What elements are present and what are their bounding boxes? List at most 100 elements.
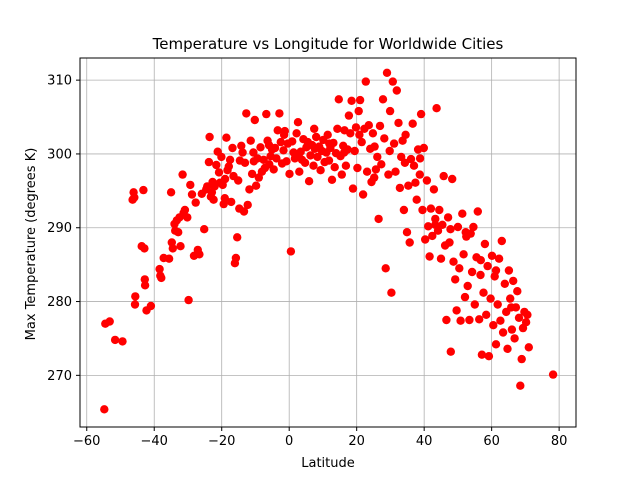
data-point [195,250,204,259]
data-point [483,261,492,271]
data-point [392,86,401,95]
y-tick-label: 280 [47,295,72,310]
data-point [371,165,381,174]
data-point [275,109,284,118]
data-point [341,161,351,170]
data-point [355,95,365,105]
data-point [443,213,453,222]
data-point [316,166,325,175]
data-point [370,142,379,151]
x-tick-label: 80 [551,434,568,449]
data-point [323,130,332,139]
y-axis-ticks: 270 280 290 300 310 [47,74,80,384]
data-point [382,68,392,78]
data-point [310,124,319,133]
data-point [451,275,460,284]
data-point [516,381,525,390]
data-point [491,340,501,349]
data-point [479,288,488,297]
data-point [432,104,441,113]
data-point [340,148,349,157]
data-point [351,123,361,132]
data-point [246,136,255,145]
data-point [279,130,289,139]
data-point [391,167,400,176]
y-tick-label: 310 [47,74,72,89]
data-point [487,251,497,260]
data-point [384,170,393,179]
data-point [139,185,148,195]
data-point [200,225,209,234]
data-point [187,190,197,199]
data-point [286,247,296,256]
data-point [174,228,183,237]
data-point [217,152,226,162]
data-point [401,130,410,139]
x-axis-label: Latitude [301,456,355,471]
data-point [470,300,479,309]
data-point [402,228,412,237]
data-point [394,118,403,128]
data-point [330,163,339,172]
data-point [548,370,558,379]
data-point [228,143,237,153]
data-point [264,140,274,150]
data-point [458,209,467,218]
data-point [438,220,447,229]
data-point [405,238,414,247]
data-point [224,162,233,171]
data-point [489,321,498,330]
data-point [375,121,385,131]
data-point [184,295,193,305]
data-point [105,317,114,326]
data-point [362,167,372,176]
x-axis-ticks: −60 −40 −20 0 20 40 60 80 [73,427,567,449]
data-point [166,188,176,197]
data-point [507,303,516,312]
data-point [498,328,508,337]
data-point [448,174,457,184]
data-point [385,106,395,116]
data-point [418,205,427,215]
data-point [421,235,430,244]
x-tick-label: −20 [208,434,235,449]
data-point [453,222,463,232]
data-point [509,276,518,286]
data-point [240,158,250,167]
data-point [496,316,505,325]
data-point [355,130,364,139]
data-point [500,279,509,288]
data-point [178,170,187,179]
data-point [484,352,494,361]
data-point [214,168,224,177]
data-point [312,132,321,142]
data-point [370,173,379,182]
data-point [424,222,433,231]
x-tick-label: 0 [285,434,293,449]
data-point [431,214,440,224]
data-point [293,118,303,127]
data-point [350,146,359,156]
data-point [486,294,495,303]
data-point [186,180,195,190]
data-point [406,154,416,164]
data-point [176,242,185,251]
data-point [517,354,526,364]
data-point [428,231,437,241]
data-point [445,238,454,247]
data-point [409,161,419,170]
data-point [439,171,448,181]
data-point [476,270,485,280]
data-point [346,129,355,138]
data-point [456,316,465,325]
data-point [480,239,490,249]
data-point [425,252,434,261]
data-point [333,124,342,133]
data-point [446,347,455,356]
data-point [354,106,363,116]
data-point [400,158,410,167]
data-point [304,177,314,186]
data-point [389,139,399,148]
data-point [436,254,446,263]
